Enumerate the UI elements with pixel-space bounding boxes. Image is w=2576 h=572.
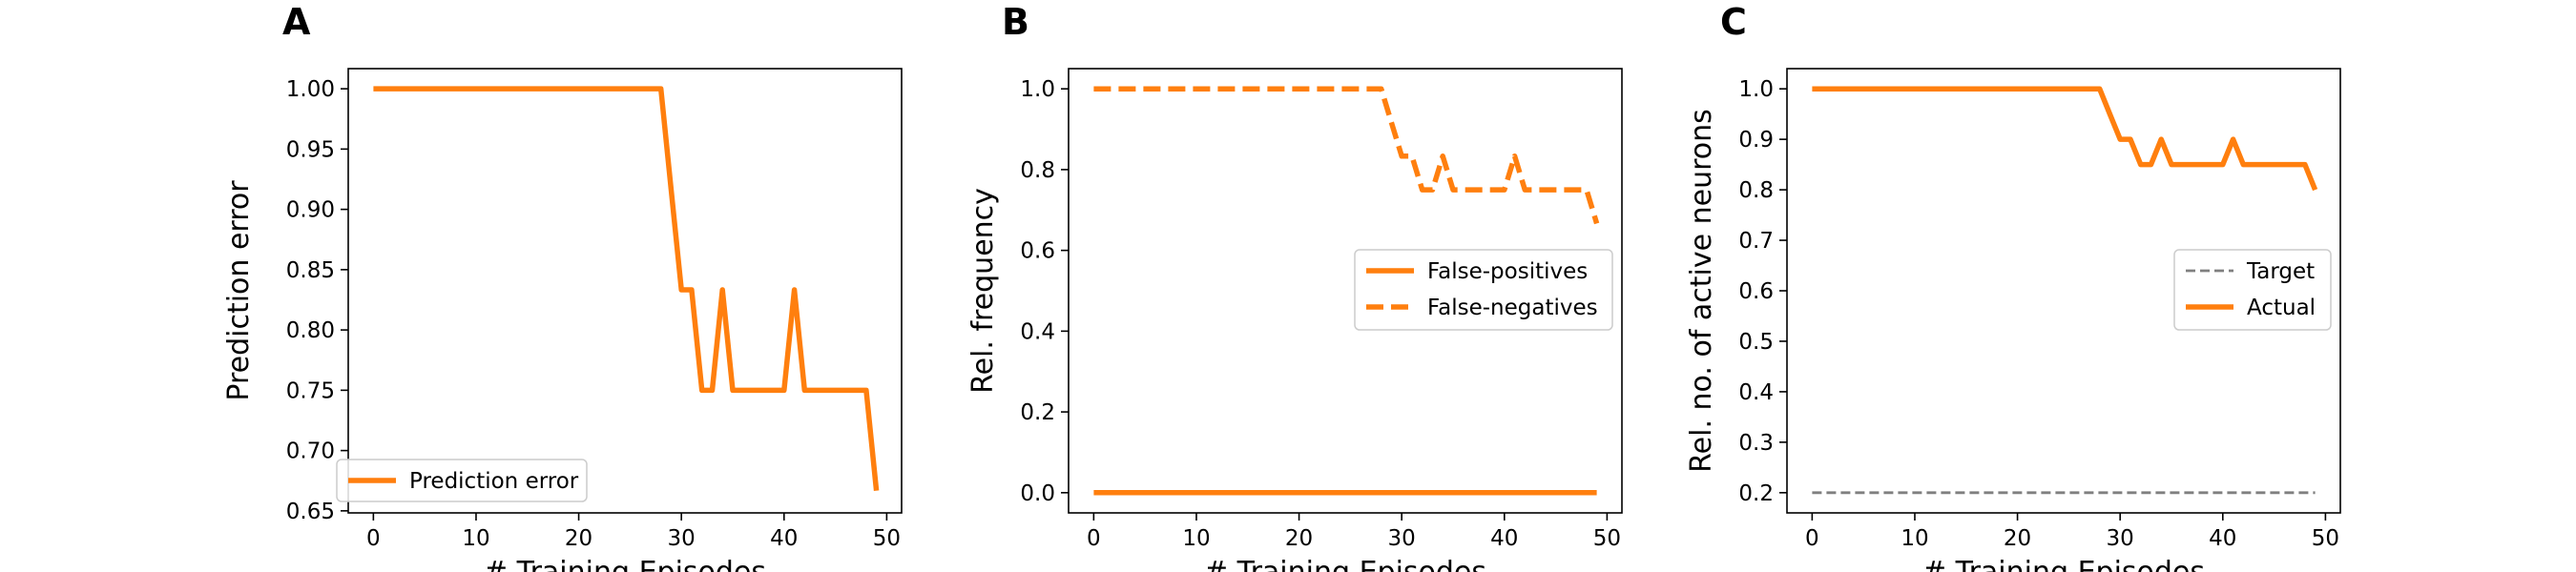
- x-tick-label: 50: [1593, 526, 1621, 551]
- y-tick-label: 0.75: [286, 378, 335, 403]
- x-tick-label: 10: [1182, 526, 1210, 551]
- x-axis-label: # Training Episodes: [1922, 556, 2205, 572]
- y-tick-label: 0.6: [1020, 239, 1055, 264]
- legend-entry: Actual: [2247, 296, 2316, 320]
- axes-frame: [347, 68, 903, 514]
- series-line-2: [1093, 86, 1600, 225]
- x-tick-label: 10: [462, 526, 489, 551]
- legend-entry: Prediction error: [409, 469, 579, 494]
- y-tick-label: 0.5: [1738, 330, 1774, 355]
- axes-frame: [1068, 68, 1623, 514]
- legend-entry: False-positives: [1427, 259, 1588, 284]
- legend: False-positives False-negatives: [1354, 249, 1613, 331]
- y-tick-label: 0.2: [1738, 481, 1774, 506]
- y-tick-label: 1.0: [1738, 77, 1774, 102]
- x-tick-label: 30: [1388, 526, 1416, 551]
- x-tick-label: 50: [2312, 526, 2339, 551]
- y-tick-label: 0.85: [286, 258, 335, 283]
- x-tick-label: 30: [2107, 526, 2134, 551]
- chart-panel-c: C 0 10 20 30 40 50 0.2 0.3 0.4 0.5 0.6 0.7 0.8 0.9 1.0 #…: [1685, 1, 2341, 572]
- y-tick-label: 0.8: [1738, 178, 1774, 203]
- y-tick-label: 0.65: [286, 500, 335, 524]
- y-axis-label: Prediction error: [222, 180, 256, 401]
- y-tick-label: 0.95: [286, 137, 335, 162]
- y-tick-label: 0.4: [1738, 380, 1774, 405]
- legend-entry: False-negatives: [1427, 296, 1598, 320]
- chart-panel-b: B 0 10 20 30 40 50 0.0 0.2 0.4 0.6 0.8 1.0 # Training…: [966, 1, 1623, 572]
- legend-box: [2173, 249, 2332, 331]
- x-tick-label: 50: [873, 526, 901, 551]
- series-line-2: [1812, 86, 2318, 192]
- y-tick-label: 0.3: [1738, 431, 1774, 456]
- panel-letter: A: [282, 1, 311, 43]
- x-tick-label: 30: [668, 526, 696, 551]
- y-axis-label: Rel. no. of active neurons: [1685, 109, 1718, 473]
- x-tick-label: 40: [770, 526, 798, 551]
- y-tick-label: 0.9: [1738, 128, 1774, 153]
- y-tick-label: 1.0: [1020, 77, 1055, 102]
- y-tick-label: 0.90: [286, 198, 335, 223]
- panel-letter: C: [1720, 1, 1747, 43]
- legend: Prediction error: [336, 459, 588, 502]
- x-tick-label: 40: [2209, 526, 2236, 551]
- series-line-1: [373, 86, 880, 491]
- x-tick-label: 20: [2004, 526, 2031, 551]
- legend-box: [336, 459, 588, 502]
- y-tick-label: 0.70: [286, 439, 335, 464]
- x-axis-label: # Training Episodes: [484, 556, 766, 572]
- x-tick-label: 0: [1805, 526, 1819, 551]
- x-tick-label: 20: [1285, 526, 1313, 551]
- legend: Target Actual: [2173, 249, 2332, 331]
- x-tick-label: 40: [1490, 526, 1518, 551]
- x-tick-label: 0: [366, 526, 381, 551]
- y-tick-label: 0.8: [1020, 158, 1055, 183]
- y-tick-label: 0.80: [286, 318, 335, 343]
- y-tick-label: 0.2: [1020, 400, 1055, 425]
- y-tick-label: 0.6: [1738, 279, 1774, 304]
- y-tick-label: 0.7: [1738, 229, 1774, 254]
- x-tick-label: 0: [1087, 526, 1101, 551]
- y-tick-label: 0.0: [1020, 481, 1055, 506]
- x-tick-label: 20: [565, 526, 592, 551]
- x-tick-label: 10: [1901, 526, 1928, 551]
- x-axis-label: # Training Episodes: [1204, 556, 1486, 572]
- y-tick-label: 0.4: [1020, 319, 1055, 344]
- chart-panel-a: A 0 10 20 30 40 50 0.65 0.70 0.75 0.80 0.85 0.90 0.95…: [222, 1, 903, 572]
- y-axis-label: Rel. frequency: [966, 188, 1000, 394]
- legend-entry: Target: [2246, 259, 2315, 284]
- panel-letter: B: [1002, 1, 1029, 43]
- y-tick-label: 1.00: [286, 77, 335, 102]
- legend-box: [1354, 249, 1613, 331]
